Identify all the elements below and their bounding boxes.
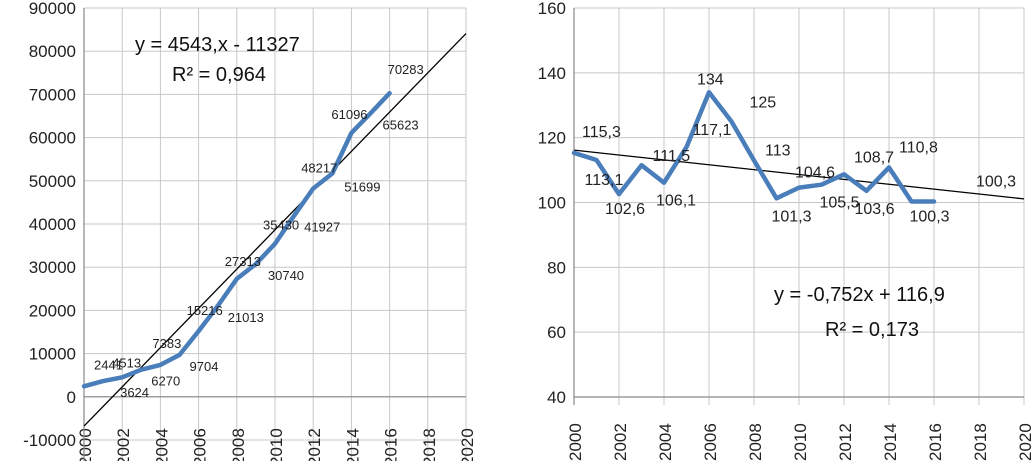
x-tick-label: 2008 — [229, 428, 248, 461]
y-tick-label: 140 — [538, 64, 566, 83]
x-tick-label: 2000 — [566, 423, 585, 461]
data-label: 4513 — [112, 355, 141, 370]
data-label: 30740 — [268, 268, 304, 283]
x-tick-label: 2012 — [836, 423, 855, 461]
y-tick-label: 120 — [538, 129, 566, 148]
trend-r-squared: R² = 0,964 — [172, 64, 266, 86]
data-label: 15216 — [187, 303, 223, 318]
data-label: 65623 — [383, 117, 419, 132]
trend-r-squared: R² = 0,173 — [825, 319, 919, 341]
data-label: 113 — [765, 142, 791, 159]
y-tick-label: 0 — [67, 388, 76, 407]
data-label: 113,1 — [585, 172, 624, 189]
y-tick-label: 40000 — [29, 215, 76, 234]
data-label: 106,1 — [656, 193, 696, 210]
data-label: 104,6 — [795, 165, 835, 182]
y-tick-label: -10000 — [23, 431, 76, 450]
data-label: 9704 — [190, 359, 219, 374]
y-tick-label: 80 — [547, 258, 566, 277]
data-label: 35430 — [263, 218, 299, 233]
y-tick-label: 160 — [538, 0, 566, 18]
x-tick-label: 2016 — [926, 423, 945, 461]
y-tick-label: 60 — [547, 323, 566, 342]
y-tick-label: 20000 — [29, 301, 76, 320]
data-label: 48217 — [301, 161, 337, 176]
y-tick-label: 60000 — [29, 129, 76, 148]
x-tick-label: 2018 — [971, 423, 990, 461]
x-tick-label: 2010 — [791, 423, 810, 461]
x-tick-label: 2004 — [656, 423, 675, 461]
data-label: 6270 — [151, 374, 180, 389]
data-label: 117,1 — [693, 122, 732, 139]
data-label: 21013 — [228, 310, 264, 325]
trend-equation: y = 4543,x - 11327 — [135, 34, 300, 56]
x-tick-label: 2010 — [267, 428, 286, 461]
data-label: 51699 — [344, 179, 380, 194]
x-axis-labels: 2000 2002 2004 2006 2008 2010 2012 2014 2016 2018… — [76, 428, 476, 461]
x-tick-label: 2000 — [76, 428, 95, 461]
y-axis-labels: 90000 80000 70000 60000 50000 40000 30000 20000… — [23, 0, 76, 450]
x-tick-label: 2002 — [114, 428, 133, 461]
data-label: 100,3 — [976, 174, 1016, 191]
data-label: 100,3 — [910, 209, 950, 226]
data-label: 102,6 — [605, 201, 645, 218]
x-tick-label: 2016 — [382, 428, 401, 461]
y-tick-label: 10000 — [29, 345, 76, 364]
data-label: 70283 — [388, 62, 424, 77]
data-label: 134 — [697, 71, 724, 88]
y-tick-label: 30000 — [29, 258, 76, 277]
x-axis-labels: 2000 2002 2004 2006 2008 2010 2012 2014 2016 2018… — [566, 423, 1034, 461]
y-tick-label: 100 — [538, 194, 566, 213]
y-tick-label: 70000 — [29, 85, 76, 104]
x-tick-label: 2018 — [420, 428, 439, 461]
data-label: 61096 — [331, 107, 367, 122]
x-tick-label: 2006 — [191, 428, 210, 461]
data-label: 27313 — [225, 254, 261, 269]
data-label: 41927 — [304, 220, 340, 235]
data-label: 111,5 — [653, 148, 691, 165]
y-tick-label: 80000 — [29, 42, 76, 61]
data-label: 108,7 — [854, 149, 894, 166]
trend-equation: y = -0,752x + 116,9 — [774, 284, 945, 306]
y-axis-labels: 160 140 120 100 80 60 40 — [538, 0, 566, 407]
x-tick-label: 2008 — [746, 423, 765, 461]
data-label: 3624 — [120, 385, 149, 400]
y-tick-label: 50000 — [29, 172, 76, 191]
x-tick-label: 2020 — [458, 428, 476, 461]
y-tick-label: 90000 — [29, 0, 76, 18]
x-tick-label: 2014 — [881, 423, 900, 461]
chart-divider — [478, 0, 486, 461]
y-tick-label: 40 — [547, 388, 566, 407]
data-label: 125 — [750, 94, 777, 111]
x-tick-label: 2004 — [152, 428, 171, 461]
x-tick-label: 2002 — [611, 423, 630, 461]
data-label: 101,3 — [772, 208, 812, 225]
chart-left-svg: 9000080000700006000050000400003000020000… — [0, 0, 476, 461]
data-label: 103,6 — [855, 201, 895, 218]
x-tick-label: 2006 — [701, 423, 720, 461]
x-tick-label: 2014 — [343, 428, 362, 461]
data-label: 110,8 — [899, 139, 938, 156]
data-label: 115,3 — [582, 124, 621, 141]
x-tick-label: 2012 — [305, 428, 324, 461]
x-tick-label: 2020 — [1016, 423, 1034, 461]
data-label: 7383 — [152, 336, 181, 351]
